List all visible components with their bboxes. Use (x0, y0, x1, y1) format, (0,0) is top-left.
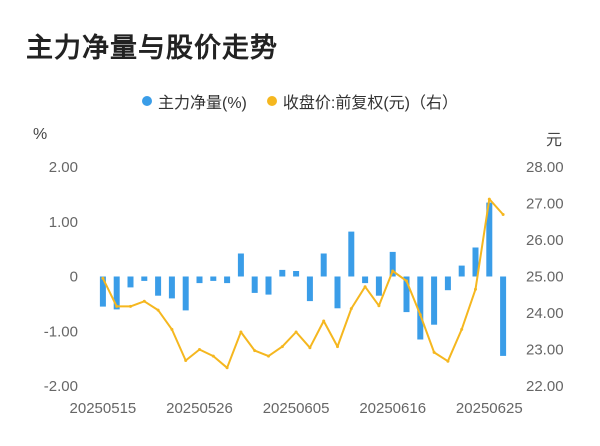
close-price-line[interactable] (102, 198, 504, 369)
left-axis-unit: % (33, 126, 48, 143)
right-tick-label: 24.00 (526, 305, 564, 322)
left-tick-label: -2.00 (44, 378, 78, 395)
x-tick-label: 20250616 (359, 400, 426, 417)
legend-bar-marker (142, 96, 152, 106)
line-point-20250623 (460, 327, 464, 331)
bar-20250619[interactable] (431, 276, 438, 325)
legend-line-label: 收盘价:前复权(元)（右） (282, 95, 458, 112)
line-point-20250610 (336, 345, 339, 349)
line-point-20250523 (184, 359, 188, 362)
bar-20250613[interactable] (375, 276, 382, 296)
bar-20250526[interactable] (196, 276, 203, 284)
x-tick-label: 20250526 (166, 400, 233, 417)
bar-series (99, 202, 507, 356)
bar-20250603[interactable] (265, 276, 272, 295)
line-point-20250527 (211, 354, 215, 358)
line-point-20250611 (349, 307, 353, 311)
left-tick-label: 2.00 (49, 159, 78, 176)
bar-20250626[interactable] (500, 276, 507, 356)
bar-20250612[interactable] (362, 276, 369, 284)
bar-20250529[interactable] (237, 253, 244, 277)
x-tick-label: 20250625 (456, 400, 523, 417)
bar-20250527[interactable] (210, 276, 217, 281)
right-tick-label: 28.00 (526, 159, 564, 176)
right-tick-label: 26.00 (526, 232, 564, 249)
bar-20250606[interactable] (306, 276, 313, 302)
bar-20250516[interactable] (113, 276, 120, 310)
right-tick-label: 25.00 (526, 269, 564, 286)
x-tick-label: 20250605 (263, 400, 330, 417)
bar-20250617[interactable] (403, 276, 410, 313)
line-point-20250605 (294, 330, 298, 334)
bar-20250609[interactable] (320, 253, 327, 277)
legend-item-net-volume[interactable]: 主力净量(%) (142, 89, 247, 113)
chart-legend: 主力净量(%) 收盘价:前复权(元)（右） (0, 89, 600, 113)
bar-20250610[interactable] (334, 276, 341, 309)
x-tick-label: 20250515 (70, 400, 137, 417)
line-point-20250530 (253, 349, 257, 353)
line-point-20250625 (487, 197, 491, 201)
line-point-20250617 (405, 279, 408, 283)
line-point-20250516 (115, 304, 119, 308)
bar-20250522[interactable] (168, 276, 175, 299)
line-point-20250515 (101, 276, 105, 280)
line-point-20250528 (225, 366, 229, 370)
line-point-20250519 (129, 304, 132, 308)
line-point-20250521 (156, 308, 160, 312)
bar-20250605[interactable] (293, 271, 300, 277)
line-point-20250619 (432, 350, 436, 354)
line-point-20250604 (280, 345, 284, 349)
right-tick-label: 22.00 (526, 378, 564, 395)
line-point-20250624 (474, 287, 477, 291)
line-point-20250616 (391, 269, 395, 273)
axis-ticks: 2.00 1.00 0 -1.00 -2.00 28.00 27.00 26.00 25.00 2… (44, 159, 564, 417)
bar-20250530[interactable] (251, 276, 258, 293)
legend-line-marker (266, 96, 277, 106)
line-point-20250522 (170, 327, 174, 331)
line-point-20250626 (501, 213, 505, 216)
bar-20250604[interactable] (279, 269, 286, 277)
line-point-20250520 (142, 299, 146, 303)
bar-20250528[interactable] (224, 276, 231, 284)
line-point-20250613 (377, 304, 381, 308)
bar-20250624[interactable] (472, 247, 479, 277)
left-tick-label: 0 (70, 269, 78, 286)
bar-20250521[interactable] (155, 276, 162, 296)
bar-20250520[interactable] (141, 276, 148, 281)
left-tick-label: -1.00 (44, 323, 78, 340)
line-point-20250526 (198, 348, 201, 351)
right-axis-unit: 元 (546, 132, 563, 149)
line-series (101, 197, 505, 370)
bar-20250623[interactable] (458, 265, 465, 277)
line-point-20250609 (322, 319, 326, 323)
line-point-20250620 (446, 359, 450, 363)
line-point-20250606 (308, 346, 312, 350)
chart-title: 主力净量与股价走势 (26, 33, 278, 63)
line-point-20250603 (267, 354, 270, 358)
line-point-20250529 (239, 330, 243, 334)
line-point-20250618 (418, 313, 422, 317)
line-point-20250612 (363, 285, 367, 289)
right-tick-label: 27.00 (526, 196, 564, 213)
bar-20250625[interactable] (486, 202, 493, 277)
bar-20250519[interactable] (127, 276, 134, 288)
bar-20250611[interactable] (348, 231, 355, 277)
legend-item-close-price[interactable]: 收盘价:前复权(元)（右） (266, 89, 458, 113)
bar-20250515[interactable] (99, 276, 106, 307)
bar-20250523[interactable] (182, 276, 189, 311)
bar-20250618[interactable] (417, 276, 424, 340)
legend-bar-label: 主力净量(%) (158, 95, 247, 112)
bar-20250616[interactable] (389, 251, 396, 277)
right-tick-label: 23.00 (526, 342, 564, 359)
left-tick-label: 1.00 (49, 214, 78, 231)
bar-20250620[interactable] (444, 276, 451, 291)
